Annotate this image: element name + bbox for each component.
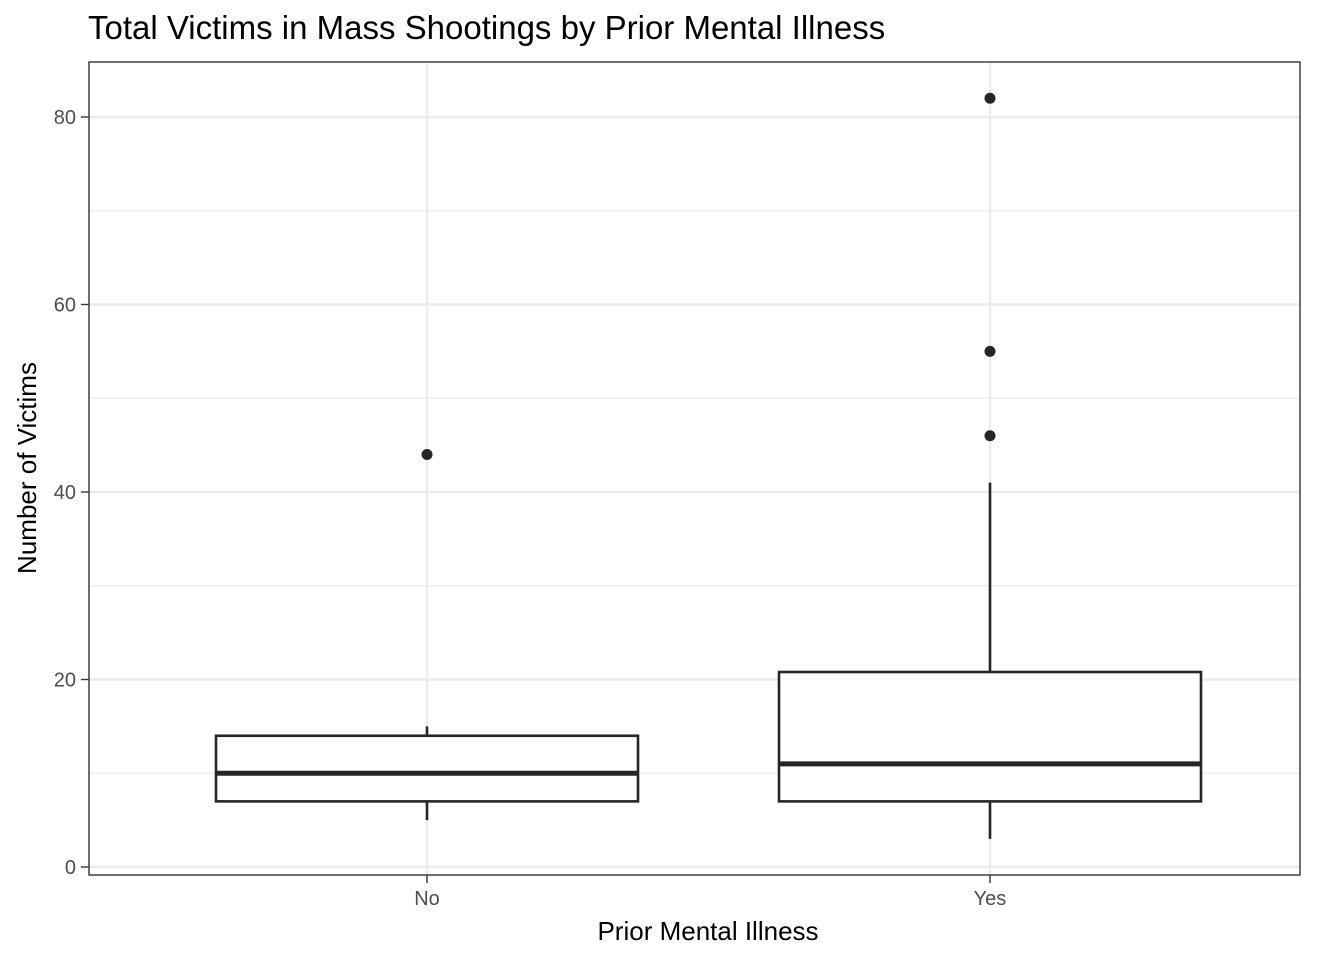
x-axis: No Yes: [414, 875, 1006, 910]
panel-border: [88, 61, 1301, 876]
y-axis-title: Number of Victims: [12, 362, 42, 574]
y-tick-label: 80: [54, 107, 76, 129]
x-tick-label: Yes: [974, 888, 1007, 910]
outlier-point: [984, 345, 996, 357]
y-tick-label: 40: [54, 482, 76, 504]
boxes: [214, 92, 1203, 839]
y-axis: 0 20 40 60 80: [54, 107, 89, 879]
y-tick-label: 20: [54, 670, 76, 692]
box-no: [214, 449, 640, 821]
outlier-point: [984, 430, 996, 442]
y-tick-label: 60: [54, 295, 76, 317]
box-iqr: [777, 670, 1203, 803]
box-yes: [777, 92, 1203, 839]
outlier-point: [421, 449, 433, 460]
box-iqr: [214, 734, 640, 803]
x-axis-title: Prior Mental Illness: [597, 916, 818, 946]
chart-title: Total Victims in Mass Shootings by Prior…: [88, 9, 886, 46]
grid-major: [89, 62, 1300, 875]
x-tick-label: No: [414, 888, 440, 910]
outlier-point: [984, 92, 996, 104]
y-tick-label: 0: [65, 857, 76, 879]
